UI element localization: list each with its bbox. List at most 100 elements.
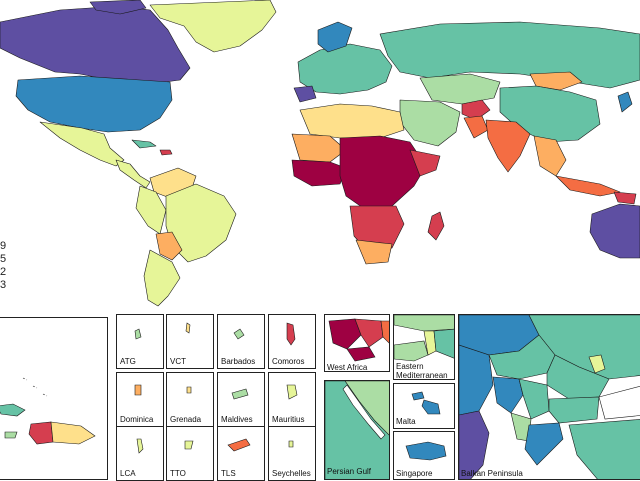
inset-persian-gulf: Persian Gulf (324, 380, 390, 480)
world-map (0, 0, 640, 307)
region-south-africa (355, 239, 393, 265)
island-cuba (0, 403, 26, 417)
small-state-label: TTO (170, 469, 186, 478)
inset-small-state: Mauritius (268, 372, 316, 427)
islands-bahamas (22, 377, 48, 397)
region-central-america (115, 159, 151, 189)
wa-ghana (354, 318, 384, 348)
region-middle-east (399, 99, 461, 147)
legend-digit: 3 (0, 279, 7, 291)
small-state-shape (134, 384, 142, 396)
legend-digit: 9 (0, 240, 7, 252)
em-turkey (394, 315, 454, 332)
inset-label: Singapore (396, 469, 433, 478)
region-russia (379, 21, 640, 89)
region-north-africa (299, 103, 405, 139)
region-southeast-asia (533, 135, 567, 177)
inset-label: Malta (396, 417, 416, 426)
region-mongolia (529, 71, 583, 91)
small-state-shape (184, 440, 194, 450)
small-state-shape (227, 438, 251, 452)
malta-gozo (411, 391, 425, 401)
small-state-shape (136, 438, 144, 454)
small-state-label: VCT (170, 357, 186, 366)
inset-west-africa: West Africa (324, 314, 390, 372)
inset-small-state: TLS (217, 426, 265, 481)
small-state-label: Mauritius (272, 415, 305, 424)
region-iberia (293, 85, 317, 103)
inset-label: Eastern Mediterranean (396, 362, 448, 380)
inset-small-state: Maldives (217, 372, 265, 427)
inset-malta: Malta (393, 383, 455, 429)
small-state-label: LCA (120, 469, 136, 478)
bk-greece (524, 422, 564, 466)
inset-small-state: ATG (116, 314, 164, 369)
wa-guinea (328, 318, 362, 350)
region-china (499, 85, 601, 143)
region-scandinavia (317, 21, 353, 53)
region-sahel-west (291, 133, 347, 163)
inset-small-state: Comoros (268, 314, 316, 369)
small-state-shape (286, 384, 298, 400)
wa-coast (346, 346, 376, 362)
bk-croatia (492, 376, 524, 414)
legend-digit: 5 (0, 253, 7, 265)
bk-moldova (588, 354, 606, 374)
bk-bulgaria (548, 396, 600, 424)
inset-balkan-peninsula: Balkan Peninsula (458, 314, 640, 480)
small-state-label: TLS (221, 469, 236, 478)
island-dominican-republic (50, 421, 96, 445)
region-usa (15, 75, 173, 133)
island-jamaica (4, 431, 18, 439)
wa-east (380, 320, 389, 344)
inset-small-state: Seychelles (268, 426, 316, 481)
bk-serbia (518, 378, 550, 420)
region-afghanistan (461, 99, 491, 121)
small-state-shape (233, 328, 245, 340)
region-pakistan (463, 115, 489, 139)
region-japan (617, 91, 633, 113)
pg-gulf-water (342, 384, 386, 440)
region-horn-of-africa (409, 149, 441, 177)
small-state-label: Barbados (221, 357, 256, 366)
small-state-label: ATG (120, 357, 136, 366)
inset-label: Persian Gulf (327, 467, 372, 476)
singapore-island (405, 441, 447, 461)
region-southern-cone (143, 249, 181, 307)
small-state-shape (231, 388, 249, 400)
inset-eastern-mediterranean: Eastern Mediterranean (393, 314, 455, 380)
inset-small-state: Dominica (116, 372, 164, 427)
region-png (613, 191, 637, 205)
small-state-shape (134, 328, 142, 340)
region-arctic-islands (89, 0, 147, 15)
small-state-shape (286, 322, 296, 346)
small-state-shape (186, 386, 192, 394)
inset-singapore: Singapore (393, 431, 455, 480)
pg-arabia (325, 381, 389, 479)
inset-small-state: Barbados (217, 314, 265, 369)
small-state-shape (185, 322, 191, 334)
inset-caribbean (0, 317, 108, 480)
bk-italy (459, 410, 490, 479)
island-haiti (28, 421, 54, 445)
bk-black-sea (598, 385, 640, 420)
bk-turkey (568, 419, 640, 479)
region-australia (589, 203, 640, 259)
region-greenland (149, 0, 277, 53)
inset-label: West Africa (327, 363, 368, 372)
legend-digit: 2 (0, 266, 7, 278)
region-bolivia-paraguay (155, 231, 183, 261)
bk-west (459, 344, 494, 416)
inset-label: Balkan Peninsula (461, 469, 523, 478)
region-central-africa (339, 135, 427, 211)
inset-small-state: LCA (116, 426, 164, 481)
inset-small-state: Grenada (166, 372, 214, 427)
small-state-label: Grenada (170, 415, 202, 424)
region-west-africa (291, 159, 347, 187)
small-state-label: Comoros (272, 357, 305, 366)
region-hispaniola (159, 149, 173, 156)
region-caribbean (131, 139, 157, 149)
inset-small-state: TTO (166, 426, 214, 481)
small-state-label: Dominica (120, 415, 154, 424)
small-state-shape (288, 440, 294, 448)
